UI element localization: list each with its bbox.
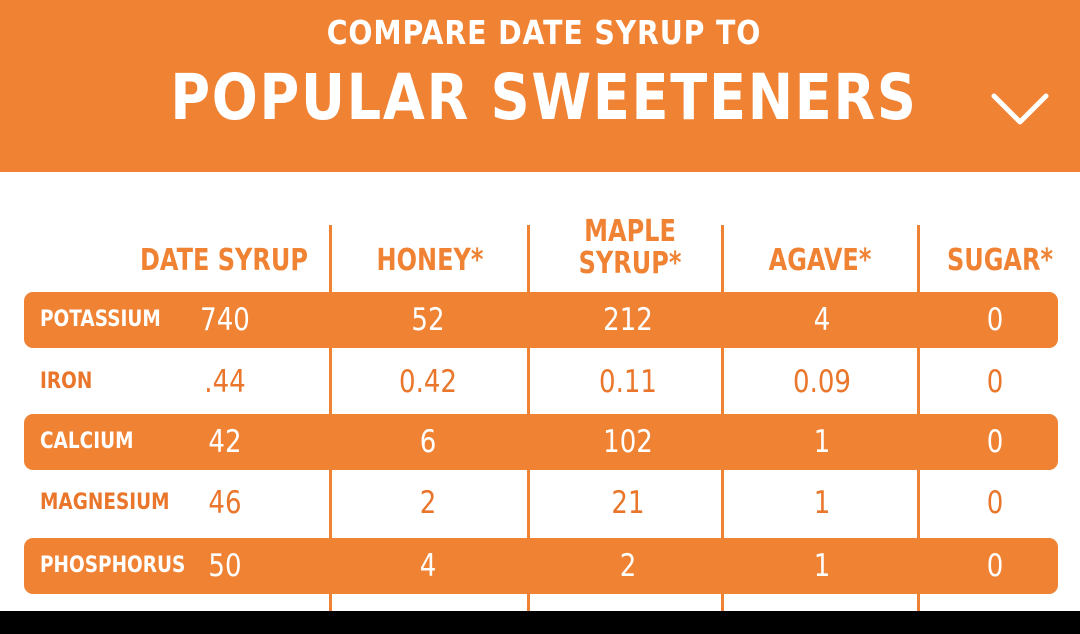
cell-honey: 4 — [419, 548, 437, 584]
table-row-calcium: CALCIUM 42 6 102 1 0 — [0, 414, 1080, 470]
cell-maple-syrup: 0.11 — [599, 364, 657, 400]
column-header-sugar: SUGAR* — [946, 243, 1054, 278]
column-divider — [527, 225, 530, 611]
cell-date-syrup: 42 — [208, 424, 242, 460]
cell-maple-syrup: 21 — [611, 485, 645, 521]
cell-sugar: 0 — [986, 548, 1004, 584]
cell-honey: 2 — [419, 485, 437, 521]
table-row-phosphorus: PHOSPHORUS 50 4 2 1 0 — [0, 538, 1080, 594]
cell-maple-syrup: 102 — [603, 424, 653, 460]
page-subtitle: COMPARE DATE SYRUP TO — [326, 13, 762, 52]
cell-agave: 1 — [813, 424, 831, 460]
cell-date-syrup: 50 — [208, 548, 242, 584]
cell-honey: 0.42 — [399, 364, 457, 400]
cell-agave: 1 — [813, 548, 831, 584]
table-row-magnesium: MAGNESIUM 46 2 21 1 0 — [0, 475, 1080, 531]
column-divider — [721, 225, 724, 611]
row-band — [24, 292, 1058, 348]
cell-date-syrup: 740 — [200, 302, 250, 338]
cell-date-syrup: .44 — [204, 364, 246, 400]
cell-maple-syrup: 212 — [603, 302, 653, 338]
column-header-agave: AGAVE* — [768, 243, 872, 278]
row-label: PHOSPHORUS — [40, 553, 186, 578]
cell-agave: 0.09 — [793, 364, 851, 400]
cell-sugar: 0 — [986, 485, 1004, 521]
cell-agave: 1 — [813, 485, 831, 521]
cell-date-syrup: 46 — [208, 485, 242, 521]
page-title: POPULAR SWEETENERS — [170, 61, 918, 134]
cell-sugar: 0 — [986, 302, 1004, 338]
table-row-iron: IRON .44 0.42 0.11 0.09 0 — [0, 354, 1080, 410]
column-header-date-syrup: DATE SYRUP — [140, 243, 308, 278]
cell-sugar: 0 — [986, 424, 1004, 460]
row-band — [24, 538, 1058, 594]
row-band — [24, 414, 1058, 470]
header-banner: COMPARE DATE SYRUP TO POPULAR SWEETENERS — [0, 0, 1080, 172]
cell-sugar: 0 — [986, 364, 1004, 400]
cell-agave: 4 — [813, 302, 831, 338]
cell-honey: 52 — [411, 302, 445, 338]
row-label: MAGNESIUM — [40, 490, 170, 515]
chevron-down-icon[interactable] — [988, 90, 1052, 130]
column-divider — [329, 225, 332, 611]
table-row-potassium: POTASSIUM 740 52 212 4 0 — [0, 292, 1080, 348]
cell-maple-syrup: 2 — [619, 548, 637, 584]
row-label: POTASSIUM — [40, 307, 161, 332]
column-header-maple-syrup: MAPLE SYRUP* — [578, 214, 682, 281]
column-header-honey: HONEY* — [376, 243, 484, 278]
bottom-bar — [0, 611, 1080, 634]
column-divider — [917, 225, 920, 611]
row-label: IRON — [40, 369, 93, 394]
cell-honey: 6 — [419, 424, 437, 460]
row-label: CALCIUM — [40, 429, 134, 454]
